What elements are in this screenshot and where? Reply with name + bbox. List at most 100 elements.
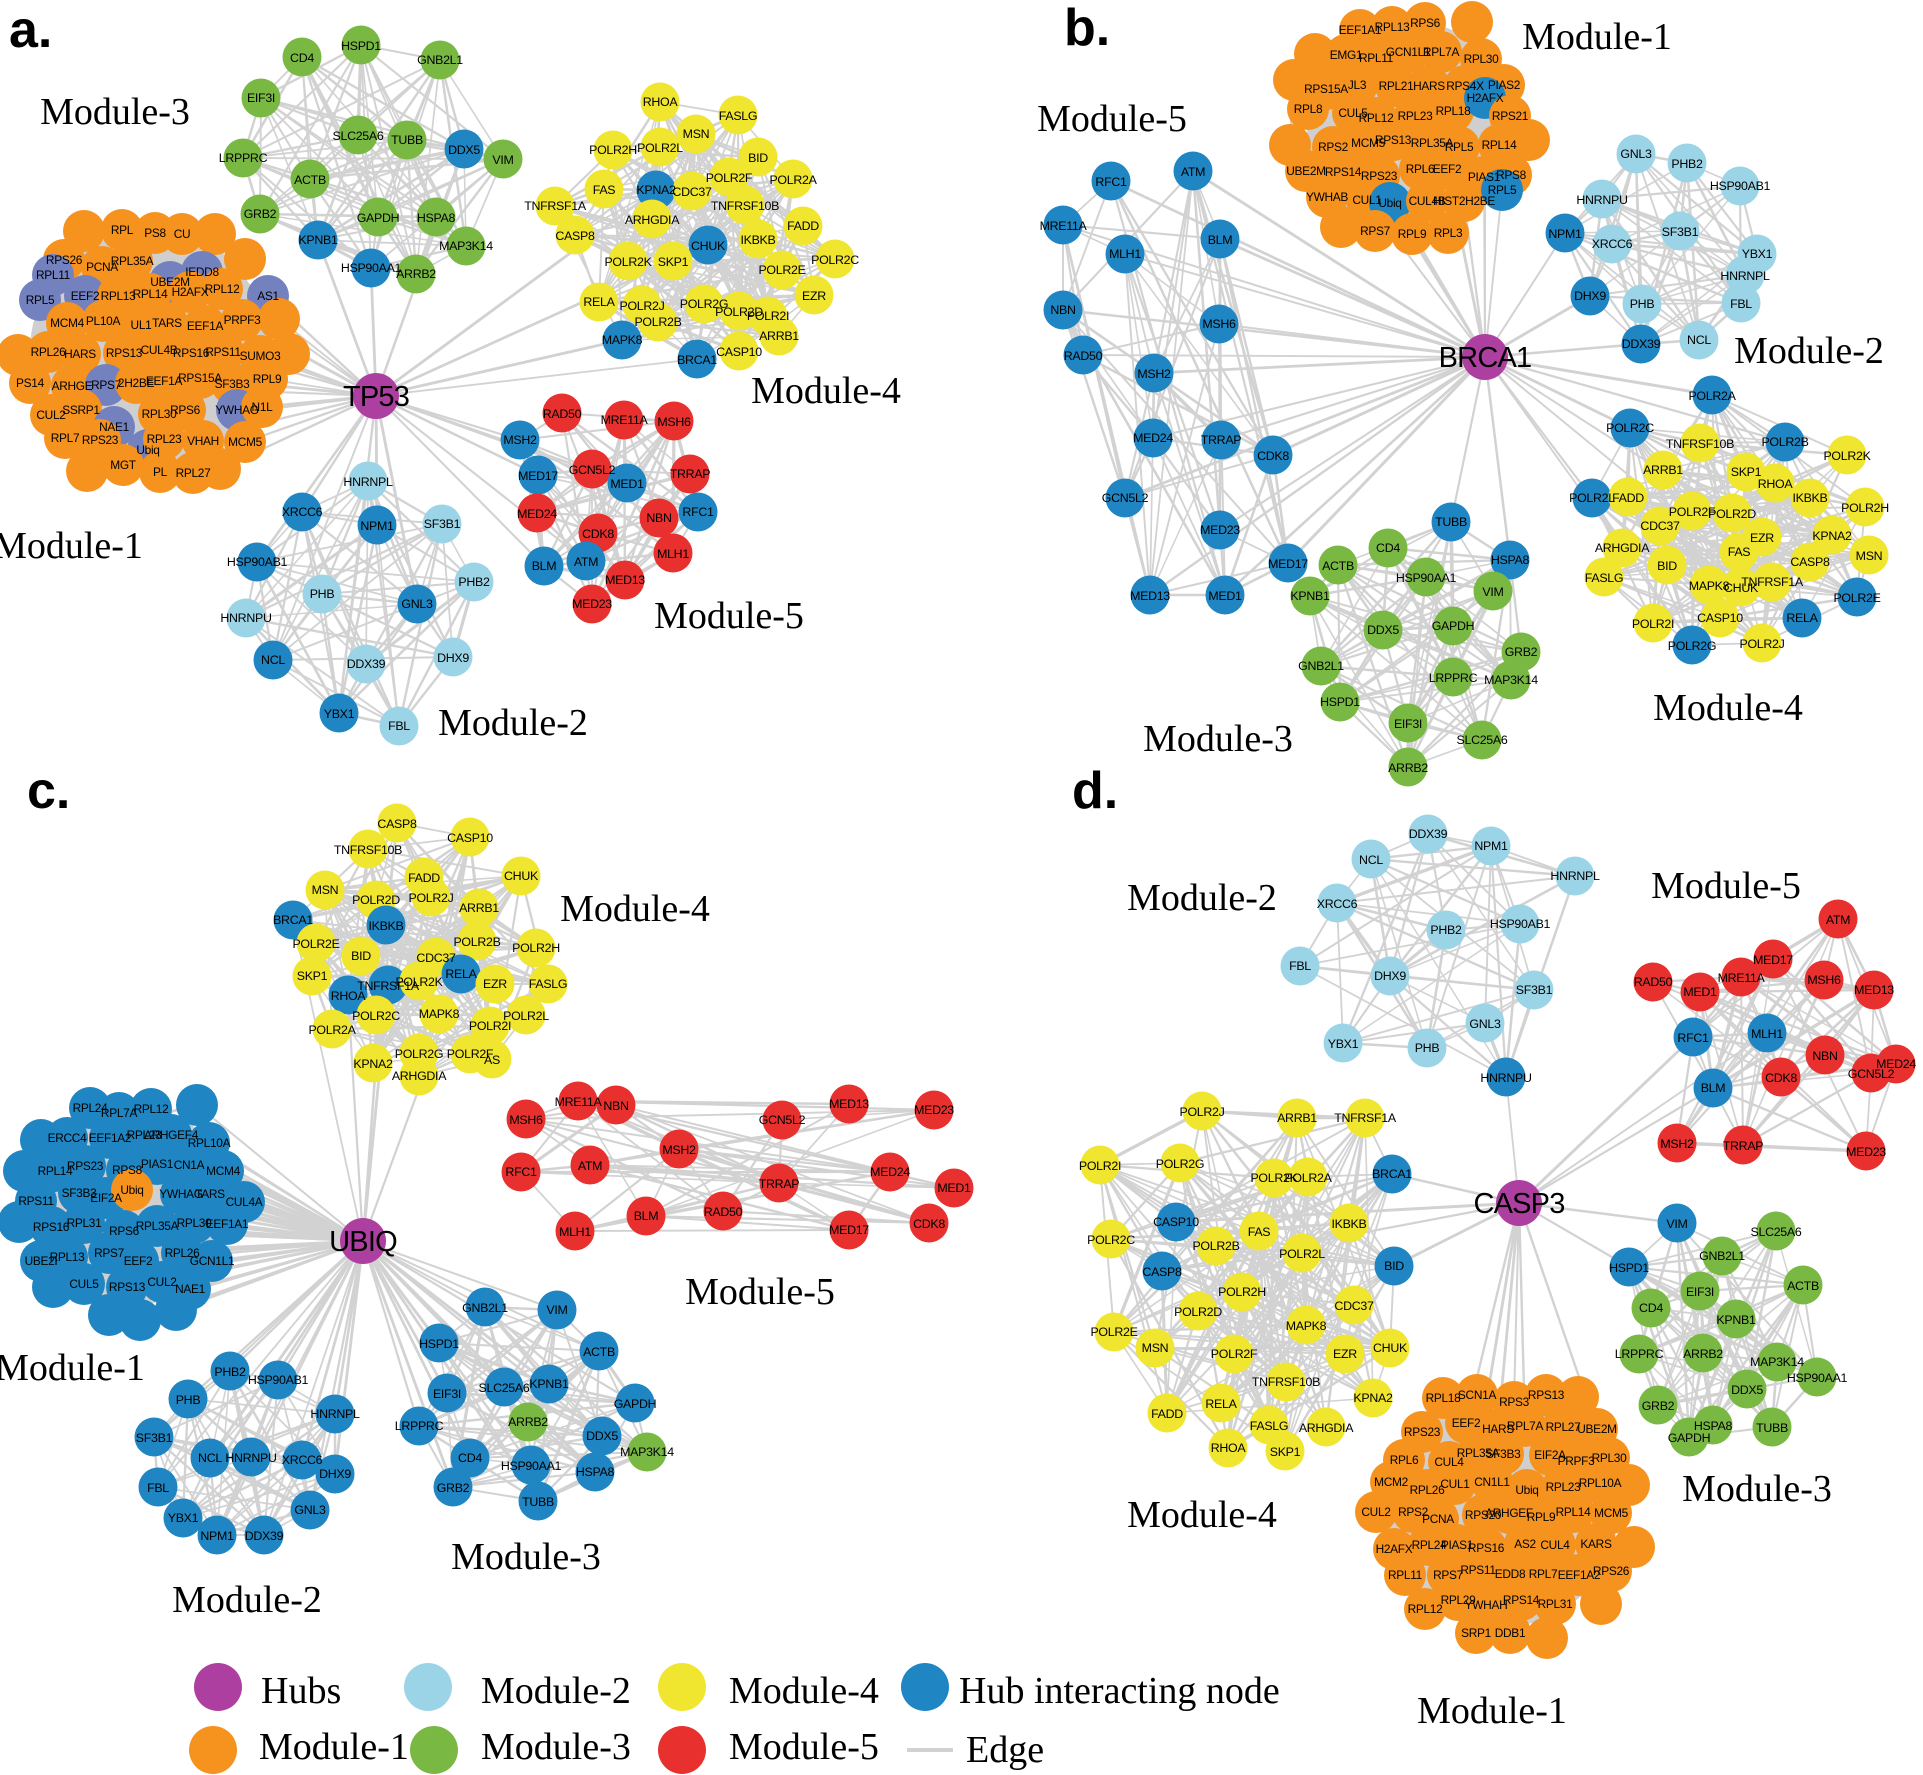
svg-text:HNRNPL: HNRNPL bbox=[1720, 269, 1770, 283]
svg-text:RHOA: RHOA bbox=[1211, 1441, 1247, 1455]
svg-text:RPS13: RPS13 bbox=[1528, 1388, 1565, 1402]
svg-text:GAPDH: GAPDH bbox=[357, 211, 400, 225]
svg-text:XRCC6: XRCC6 bbox=[1317, 897, 1358, 911]
svg-text:RPS11: RPS11 bbox=[205, 345, 241, 359]
svg-text:CUL5: CUL5 bbox=[69, 1277, 99, 1291]
svg-text:EMG1: EMG1 bbox=[1330, 48, 1363, 62]
svg-text:POLR2J: POLR2J bbox=[1179, 1105, 1224, 1119]
svg-text:HSPA8: HSPA8 bbox=[576, 1465, 615, 1479]
svg-text:MED23: MED23 bbox=[914, 1103, 954, 1117]
svg-text:RAD50: RAD50 bbox=[704, 1205, 743, 1219]
svg-text:HARS: HARS bbox=[64, 347, 96, 361]
svg-text:SSRP1: SSRP1 bbox=[62, 403, 100, 417]
svg-text:RPL31: RPL31 bbox=[67, 1216, 103, 1230]
svg-text:a.: a. bbox=[9, 1, 52, 59]
svg-text:CASP10: CASP10 bbox=[1697, 611, 1743, 625]
svg-text:MED24: MED24 bbox=[1133, 431, 1173, 445]
svg-text:HSP90AA1: HSP90AA1 bbox=[341, 261, 402, 275]
svg-text:MLH1: MLH1 bbox=[559, 1225, 591, 1239]
svg-text:MED17: MED17 bbox=[1268, 557, 1308, 571]
svg-text:BRCA1: BRCA1 bbox=[677, 353, 717, 367]
svg-text:MSH2: MSH2 bbox=[503, 433, 537, 447]
svg-text:FAS: FAS bbox=[1248, 1225, 1271, 1239]
svg-text:TP53: TP53 bbox=[343, 381, 409, 413]
svg-text:GCN5L2: GCN5L2 bbox=[1848, 1067, 1895, 1081]
svg-text:Module-1: Module-1 bbox=[0, 525, 143, 567]
svg-text:PCNA: PCNA bbox=[86, 260, 118, 274]
svg-text:NCL: NCL bbox=[261, 653, 285, 667]
svg-text:HSP90AB1: HSP90AB1 bbox=[248, 1373, 309, 1387]
svg-text:DDX5: DDX5 bbox=[1731, 1383, 1763, 1397]
svg-text:DHX9: DHX9 bbox=[319, 1467, 351, 1481]
svg-text:RPS11: RPS11 bbox=[18, 1194, 54, 1208]
svg-text:VHAH: VHAH bbox=[187, 434, 219, 448]
svg-text:EIF3I: EIF3I bbox=[1394, 717, 1422, 731]
svg-text:SUMO3: SUMO3 bbox=[240, 349, 281, 363]
svg-text:HSP90AA1: HSP90AA1 bbox=[1787, 1371, 1848, 1385]
svg-text:HNRNPU: HNRNPU bbox=[220, 611, 271, 625]
svg-text:ACTB: ACTB bbox=[1787, 1279, 1819, 1293]
svg-text:CUL4: CUL4 bbox=[1434, 1455, 1464, 1469]
svg-text:RPL7A: RPL7A bbox=[101, 1106, 138, 1120]
svg-text:FBL: FBL bbox=[147, 1481, 169, 1495]
svg-text:YWHAH: YWHAH bbox=[1465, 1598, 1508, 1612]
svg-text:RPL9: RPL9 bbox=[253, 372, 282, 386]
svg-text:CN1L1: CN1L1 bbox=[1474, 1475, 1510, 1489]
svg-text:BRCA1: BRCA1 bbox=[273, 913, 313, 927]
svg-text:NCL: NCL bbox=[1687, 333, 1711, 347]
svg-text:HNRNPL: HNRNPL bbox=[1550, 869, 1600, 883]
svg-text:Module-4: Module-4 bbox=[560, 888, 710, 930]
svg-text:RAD50: RAD50 bbox=[1064, 349, 1103, 363]
svg-text:LRPPRC: LRPPRC bbox=[1429, 671, 1478, 685]
svg-text:MSH6: MSH6 bbox=[657, 415, 691, 429]
svg-text:XRCC6: XRCC6 bbox=[1592, 237, 1633, 251]
svg-text:UBE2M: UBE2M bbox=[1577, 1422, 1616, 1436]
svg-text:MRE11A: MRE11A bbox=[601, 413, 649, 427]
svg-text:GNL3: GNL3 bbox=[1469, 1017, 1501, 1031]
svg-text:YBX1: YBX1 bbox=[168, 1511, 199, 1525]
svg-text:Module-5: Module-5 bbox=[1651, 865, 1801, 907]
svg-text:SF3B3: SF3B3 bbox=[1486, 1447, 1522, 1461]
svg-text:Ubiq: Ubiq bbox=[1515, 1483, 1538, 1497]
svg-text:MAPK8: MAPK8 bbox=[1689, 579, 1730, 593]
svg-text:RHOA: RHOA bbox=[1758, 477, 1794, 491]
svg-text:POLR2K: POLR2K bbox=[604, 255, 652, 269]
svg-text:RPL24: RPL24 bbox=[1412, 1538, 1448, 1552]
svg-text:RPL13: RPL13 bbox=[101, 289, 137, 303]
svg-text:EEF2: EEF2 bbox=[71, 289, 100, 303]
svg-text:GRB2: GRB2 bbox=[244, 207, 277, 221]
svg-text:RPL13: RPL13 bbox=[50, 1250, 86, 1264]
svg-text:MED17: MED17 bbox=[1753, 953, 1793, 967]
svg-text:EIF2A: EIF2A bbox=[1534, 1448, 1566, 1462]
svg-text:ARHGEF4: ARHGEF4 bbox=[144, 1128, 199, 1142]
svg-text:POLR2D: POLR2D bbox=[352, 893, 400, 907]
svg-text:CD4: CD4 bbox=[1639, 1301, 1663, 1315]
svg-text:SLC25A6: SLC25A6 bbox=[1457, 733, 1508, 747]
svg-text:PL10A: PL10A bbox=[86, 314, 121, 328]
svg-text:MED23: MED23 bbox=[1200, 523, 1240, 537]
svg-text:RPL30: RPL30 bbox=[177, 1216, 213, 1230]
svg-text:ARHGE: ARHGE bbox=[52, 379, 93, 393]
svg-text:HNRNPU: HNRNPU bbox=[1480, 1071, 1531, 1085]
svg-text:DDX39: DDX39 bbox=[245, 1529, 284, 1543]
svg-text:KPNA2: KPNA2 bbox=[1812, 529, 1852, 543]
svg-text:Module-3: Module-3 bbox=[1143, 718, 1293, 760]
svg-text:BRCA1: BRCA1 bbox=[1372, 1167, 1412, 1181]
svg-text:DDX39: DDX39 bbox=[1622, 337, 1661, 351]
svg-text:POLR2G: POLR2G bbox=[395, 1047, 443, 1061]
svg-text:UBE2M: UBE2M bbox=[1286, 164, 1325, 178]
svg-text:POLR2F: POLR2F bbox=[1211, 1347, 1258, 1361]
svg-text:TNFRSF10B: TNFRSF10B bbox=[1666, 437, 1734, 451]
svg-text:POLR2B: POLR2B bbox=[634, 315, 681, 329]
svg-text:FASLG: FASLG bbox=[1585, 571, 1623, 585]
svg-text:RPL23: RPL23 bbox=[1546, 1480, 1582, 1494]
svg-text:KPNA2: KPNA2 bbox=[636, 183, 676, 197]
svg-text:RPS2: RPS2 bbox=[1318, 140, 1349, 154]
svg-text:CUL1: CUL1 bbox=[1352, 193, 1382, 207]
svg-text:HSPD1: HSPD1 bbox=[1320, 695, 1360, 709]
svg-text:MSN: MSN bbox=[312, 883, 339, 897]
svg-text:RPS11: RPS11 bbox=[1460, 1563, 1496, 1577]
svg-text:CD4: CD4 bbox=[1376, 541, 1400, 555]
svg-text:EEF1A2: EEF1A2 bbox=[1558, 1568, 1601, 1582]
svg-text:RPL5: RPL5 bbox=[26, 293, 55, 307]
